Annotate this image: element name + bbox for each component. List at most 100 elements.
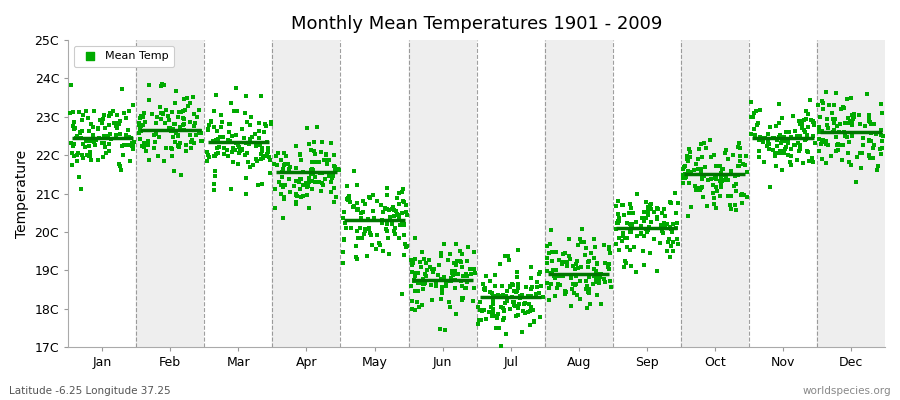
Point (318, 176, 332, 182)
Point (669, 225, 683, 231)
Point (656, 220, 670, 227)
Point (801, 158, 815, 164)
Point (184, 144, 199, 151)
Point (230, 160, 245, 167)
Point (408, 307, 422, 313)
Point (349, 243, 364, 250)
Point (494, 342, 508, 349)
Point (594, 301, 608, 308)
Point (434, 250, 448, 256)
Point (212, 133, 227, 140)
Point (830, 123, 844, 129)
Point (833, 142, 848, 148)
Point (244, 114, 258, 120)
Point (625, 221, 639, 228)
Point (253, 142, 267, 148)
Point (698, 164, 712, 170)
Point (641, 204, 655, 210)
Point (873, 146, 887, 153)
Point (520, 309, 535, 315)
Point (727, 202, 742, 208)
Point (488, 283, 502, 289)
Point (562, 256, 577, 262)
Point (611, 211, 625, 217)
Point (304, 186, 319, 192)
Point (136, 114, 150, 120)
Point (405, 259, 419, 265)
Point (513, 295, 527, 302)
Point (768, 151, 782, 158)
Point (427, 266, 441, 272)
Point (617, 212, 632, 219)
Point (216, 151, 230, 158)
Point (814, 140, 828, 147)
Text: Latitude -6.25 Longitude 37.25: Latitude -6.25 Longitude 37.25 (9, 386, 171, 396)
Point (841, 115, 855, 121)
Point (214, 124, 229, 130)
Point (624, 205, 638, 211)
Point (112, 130, 127, 137)
Point (831, 147, 845, 154)
Point (757, 159, 771, 165)
Point (186, 122, 201, 129)
Point (67, 108, 81, 115)
Point (658, 212, 672, 219)
Point (396, 186, 410, 192)
Point (569, 261, 583, 268)
Point (850, 154, 864, 160)
Point (432, 326, 446, 332)
Point (664, 226, 679, 232)
Point (624, 227, 638, 233)
Point (489, 313, 503, 319)
Point (179, 148, 194, 155)
Point (580, 264, 595, 270)
Point (119, 131, 133, 138)
Point (670, 220, 684, 226)
Point (637, 218, 652, 224)
Point (762, 184, 777, 190)
Point (392, 217, 406, 223)
Point (572, 278, 587, 284)
Point (698, 173, 712, 180)
Point (151, 134, 166, 140)
Point (842, 139, 856, 145)
Point (275, 166, 290, 172)
Point (180, 95, 194, 101)
Point (752, 154, 766, 160)
Point (110, 111, 124, 118)
Point (302, 205, 316, 212)
Point (714, 171, 728, 177)
Point (107, 120, 122, 126)
Point (375, 209, 390, 215)
Point (126, 102, 140, 108)
Point (415, 302, 429, 308)
Point (775, 166, 789, 173)
Point (729, 188, 743, 194)
Point (647, 236, 662, 242)
Point (325, 172, 339, 178)
Point (252, 128, 266, 134)
Point (307, 148, 321, 154)
Point (748, 132, 762, 138)
Point (374, 242, 388, 248)
Point (292, 176, 307, 182)
Point (695, 154, 709, 160)
Point (816, 106, 831, 112)
Point (664, 243, 679, 249)
Point (176, 115, 190, 121)
Point (239, 140, 254, 146)
Point (567, 290, 581, 296)
Point (518, 310, 532, 316)
Point (709, 184, 724, 190)
Point (375, 217, 390, 224)
Point (682, 154, 697, 160)
Point (450, 271, 464, 277)
Point (682, 149, 697, 155)
Point (166, 128, 181, 134)
Point (391, 212, 405, 218)
Point (67, 126, 81, 132)
Point (386, 207, 400, 213)
Point (624, 262, 638, 269)
Point (818, 160, 832, 166)
Point (64, 140, 78, 146)
